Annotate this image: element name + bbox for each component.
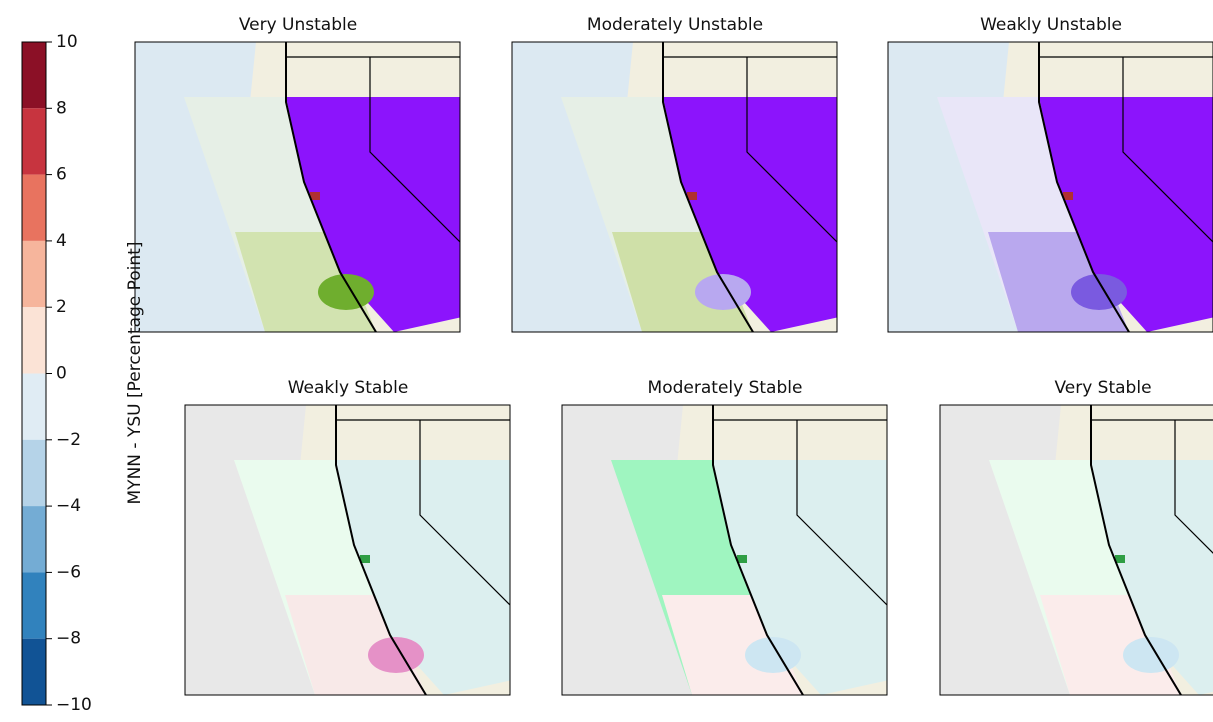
colorbar-tick-label: −8 [56,629,81,649]
map [185,405,510,695]
colorbar-tick-label: 0 [56,364,67,384]
region [1071,274,1127,310]
colorbar-segment [22,108,46,174]
map [940,405,1213,695]
colorbar-tick-label: 10 [56,32,78,52]
colorbar-segment [22,572,46,638]
colorbar-tick-label: 8 [56,98,67,118]
colorbar-segment [22,639,46,705]
panel-title: Weakly Stable [288,378,409,398]
colorbar-tick-label: 2 [56,297,67,317]
colorbar-segment [22,42,46,108]
map-panel [888,42,1213,332]
map [888,42,1213,332]
colorbar-segment [22,175,46,241]
colorbar-segment [22,440,46,506]
map-panel [562,405,887,695]
map-panel [185,405,510,695]
map-panel [512,42,837,332]
panel-title: Very Unstable [239,15,357,35]
panel-title: Very Stable [1054,378,1151,398]
figure: 10 8 6 4 2 0 −2 −4 −6 −8 −10 MYNN - YSU [Percentag… [0,0,1213,722]
panel-title: Weakly Unstable [980,15,1122,35]
panel-title: Moderately Stable [648,378,803,398]
colorbar-tick-label: −2 [56,430,81,450]
colorbar-tick-label: 4 [56,231,67,251]
page: {"panels": [ {"title": "Very Unstable"},… [0,0,1213,722]
colorbar-segment [22,374,46,440]
colorbar-segment [22,307,46,373]
map [135,42,460,332]
region [368,637,424,673]
region [695,274,751,310]
colorbar-segment [22,506,46,572]
colorbar-tick-label: −6 [56,562,81,582]
panel-title: Moderately Unstable [587,15,763,35]
region [745,637,801,673]
region [318,274,374,310]
map [562,405,887,695]
colorbar-label: MYNN - YSU [Percentage Point] [125,242,145,505]
map-panel [940,405,1213,695]
map-panel [135,42,460,332]
colorbar-tick-label: 6 [56,165,67,185]
colorbar-segment [22,241,46,307]
colorbar-tick-label: −10 [56,695,92,715]
map [512,42,837,332]
colorbar-tick-label: −4 [56,496,81,516]
region [1123,637,1179,673]
